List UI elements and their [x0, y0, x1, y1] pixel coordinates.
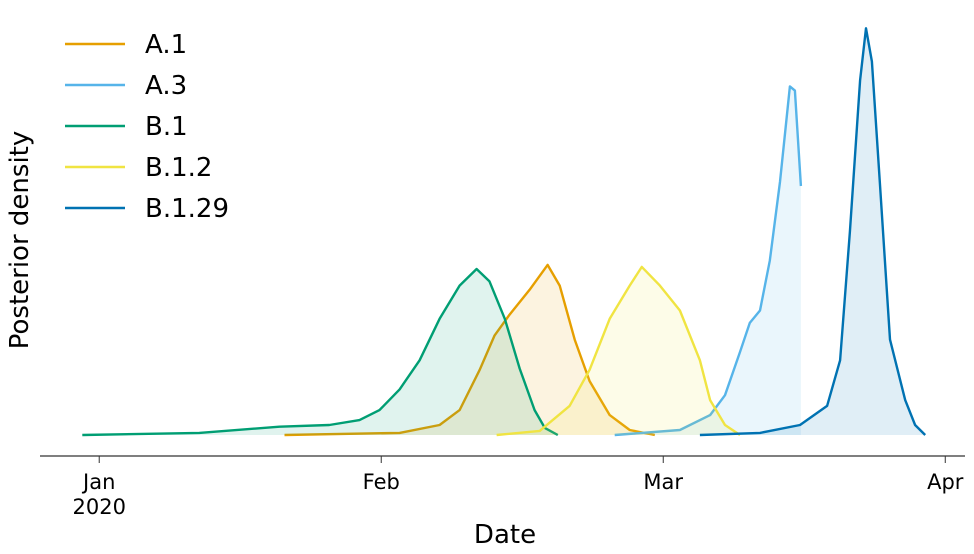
density-line — [284, 263, 656, 437]
x-axis-label: Date — [474, 520, 536, 550]
density-line — [82, 267, 559, 437]
legend-label: B.1.2 — [145, 153, 212, 183]
density-area — [82, 269, 558, 435]
legend-label: A.1 — [145, 30, 187, 60]
legend-label: B.1 — [145, 112, 188, 142]
density-area — [614, 86, 801, 436]
x-tick-label: Apr — [927, 470, 964, 494]
density-line — [699, 27, 927, 437]
legend-label: A.3 — [145, 71, 187, 101]
density-area — [496, 266, 740, 435]
density-area — [699, 28, 926, 436]
density-line — [496, 265, 741, 437]
y-axis-label: Posterior density — [5, 131, 35, 350]
x-tick-label: Feb — [363, 470, 400, 494]
x-tick-label: Mar — [643, 470, 683, 494]
density-area — [284, 264, 655, 435]
legend-label: B.1.29 — [145, 194, 229, 224]
density-line — [614, 85, 803, 437]
x-tick-label: Jan 2020 — [72, 470, 125, 519]
